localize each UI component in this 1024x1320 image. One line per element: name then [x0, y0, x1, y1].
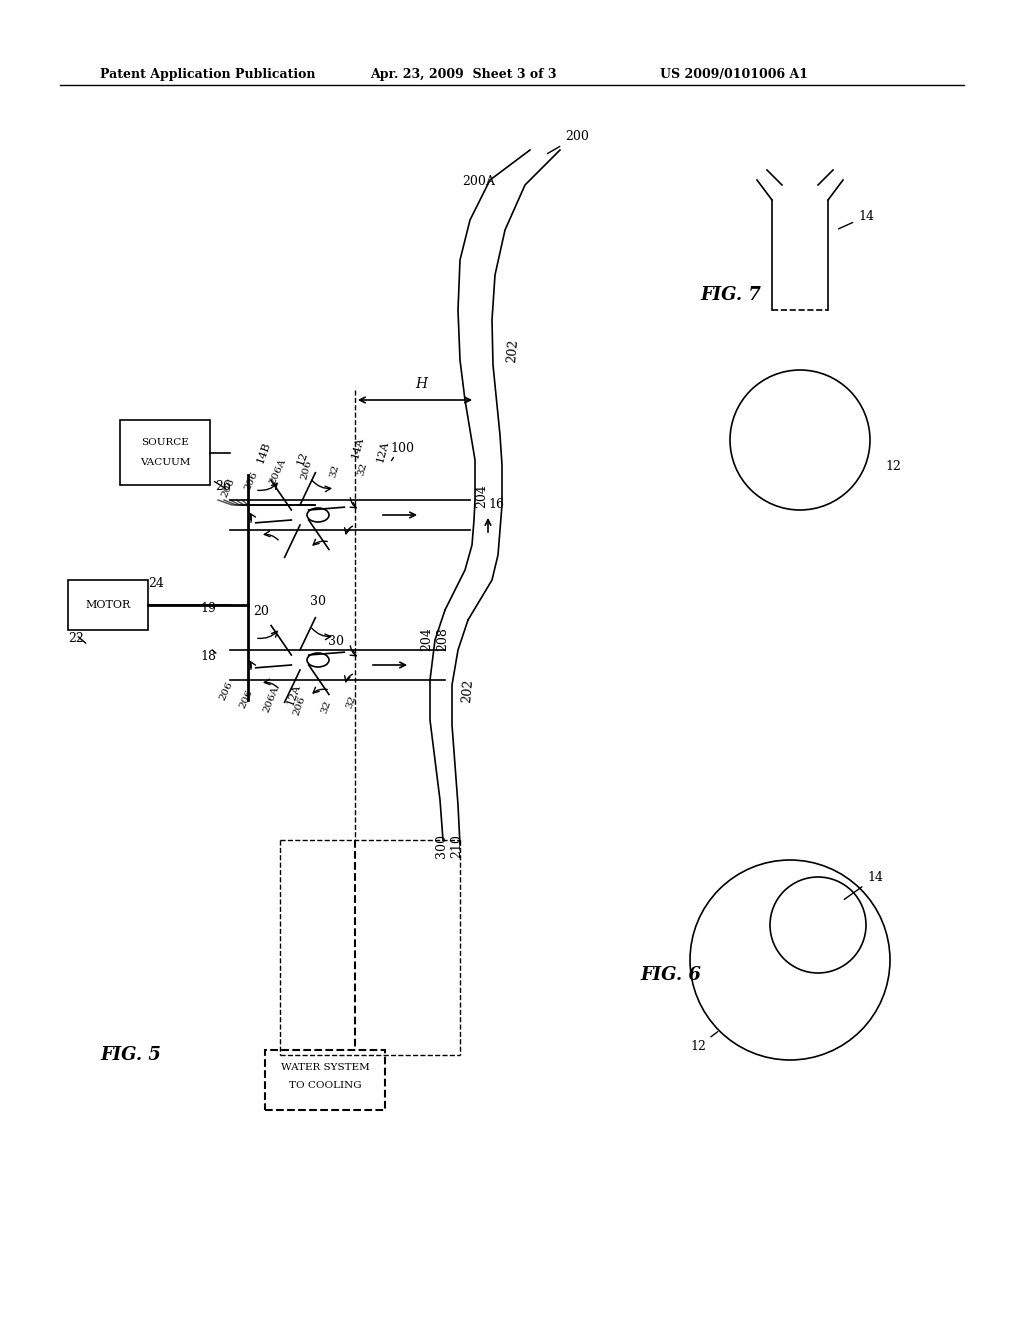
Text: 30: 30: [328, 635, 344, 648]
Text: 14B: 14B: [255, 441, 272, 465]
Text: 204: 204: [420, 627, 433, 651]
Text: 32: 32: [319, 700, 333, 715]
Text: 206: 206: [238, 688, 255, 710]
Text: 26: 26: [215, 480, 230, 492]
Text: US 2009/0101006 A1: US 2009/0101006 A1: [660, 69, 808, 81]
Text: 12: 12: [885, 459, 901, 473]
Text: 204: 204: [475, 484, 488, 508]
Text: 12A: 12A: [375, 440, 390, 465]
Text: FIG. 7: FIG. 7: [700, 286, 761, 304]
Text: 300: 300: [435, 834, 449, 858]
Text: 200A: 200A: [462, 176, 495, 187]
Text: 24: 24: [148, 577, 164, 590]
Text: 32: 32: [345, 694, 358, 710]
Text: 14: 14: [844, 871, 883, 899]
Text: MOTOR: MOTOR: [85, 601, 131, 610]
Text: 200: 200: [548, 129, 589, 153]
Text: TO COOLING: TO COOLING: [289, 1081, 361, 1090]
Text: Patent Application Publication: Patent Application Publication: [100, 69, 315, 81]
Text: 206: 206: [292, 696, 307, 717]
Text: WATER SYSTEM: WATER SYSTEM: [281, 1064, 370, 1072]
Text: 12: 12: [690, 1032, 718, 1053]
Text: 14A: 14A: [350, 436, 366, 459]
Text: FIG. 5: FIG. 5: [100, 1045, 161, 1064]
Text: 16: 16: [488, 498, 504, 511]
Text: 30: 30: [310, 595, 326, 609]
Text: 14: 14: [839, 210, 874, 228]
Text: VACUUM: VACUUM: [140, 458, 190, 467]
Text: H: H: [415, 378, 427, 391]
Text: 210: 210: [450, 834, 463, 858]
Text: 18: 18: [200, 649, 216, 663]
Text: 206: 206: [218, 680, 234, 702]
Text: Apr. 23, 2009  Sheet 3 of 3: Apr. 23, 2009 Sheet 3 of 3: [370, 69, 556, 81]
Text: FIG. 6: FIG. 6: [640, 966, 700, 983]
Text: SOURCE: SOURCE: [141, 438, 188, 447]
Text: 202: 202: [460, 678, 475, 704]
Text: 100: 100: [390, 442, 414, 455]
Text: 202: 202: [505, 338, 520, 363]
Text: 206: 206: [220, 478, 237, 499]
Text: 32: 32: [356, 462, 368, 477]
Text: 12A: 12A: [285, 682, 302, 708]
Text: 32: 32: [328, 463, 340, 479]
Text: 20: 20: [253, 605, 269, 618]
Text: 22: 22: [68, 632, 84, 645]
Text: 206A: 206A: [262, 685, 281, 714]
Text: 12: 12: [295, 450, 309, 467]
Text: 208: 208: [436, 627, 449, 651]
Text: 19: 19: [200, 602, 216, 615]
Text: 206: 206: [243, 470, 259, 492]
Text: 206A: 206A: [268, 458, 288, 486]
Text: 206: 206: [300, 459, 313, 480]
